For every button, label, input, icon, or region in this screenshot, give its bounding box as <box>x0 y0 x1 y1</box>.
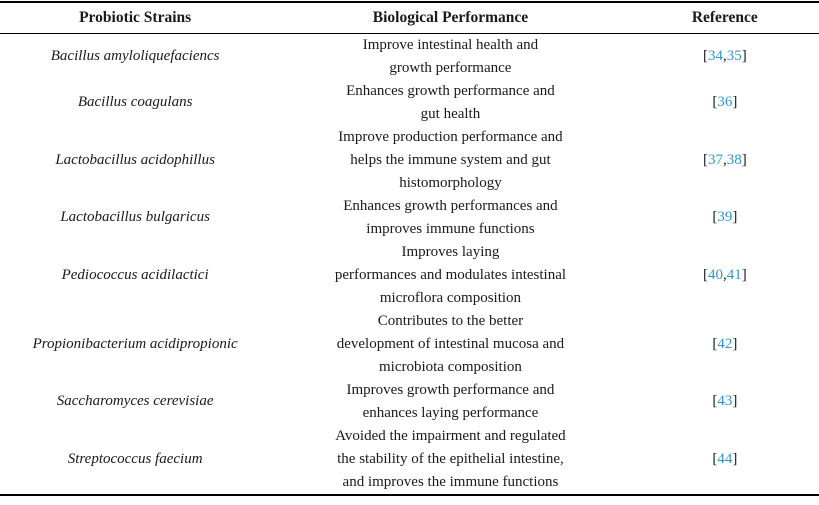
table-row: Bacillus amyloliquefaciencs Improve intes… <box>0 33 819 80</box>
table-row: Lactobacillus bulgaricus Enhances growth … <box>0 195 819 241</box>
reference-link[interactable]: 43 <box>717 393 733 409</box>
reference-cell: [42] <box>631 310 819 379</box>
citation-bracket-close: ] <box>732 450 738 467</box>
reference-cell: [36] <box>631 80 819 126</box>
table-row: Streptococcus faecium Avoided the impairm… <box>0 425 819 495</box>
reference-link[interactable]: 38 <box>726 151 742 168</box>
citation-bracket-open: [ <box>712 209 718 225</box>
strain-name: Bacillus coagulans <box>77 94 193 110</box>
table-row: Pediococcus acidilactici Improves laying … <box>0 241 819 310</box>
column-header-biological-performance: Biological Performance <box>270 2 631 34</box>
reference-link[interactable]: 41 <box>726 266 742 283</box>
reference-cell: [34,35] <box>631 33 819 80</box>
strain-name: Saccharomyces cerevisiae <box>56 393 214 409</box>
citation-comma: , <box>722 266 727 283</box>
table-row: Lactobacillus acidophillus Improve produc… <box>0 126 819 195</box>
citation-comma: , <box>722 151 727 168</box>
strain-cell: Streptococcus faecium <box>0 425 270 495</box>
citation-comma: , <box>722 48 727 64</box>
reference-cell: [40,41] <box>631 241 819 310</box>
reference-link[interactable]: 42 <box>717 335 733 352</box>
reference-cell: [37,38] <box>631 126 819 195</box>
reference-link[interactable]: 35 <box>726 48 742 64</box>
performance-cell: Contributes to the better development of… <box>336 312 565 375</box>
strain-cell: Saccharomyces cerevisiae <box>0 379 270 425</box>
strain-name: Propionibacterium acidipropionic <box>32 335 238 352</box>
strain-cell: Bacillus coagulans <box>0 80 270 126</box>
column-header-reference: Reference <box>630 2 819 34</box>
column-header-probiotic-strains: Probiotic Strains <box>0 2 271 34</box>
reference-cell: [43] <box>631 379 819 425</box>
strain-cell: Bacillus amyloliquefaciencs <box>0 33 270 80</box>
performance-cell: Improve production performance and helps… <box>338 128 563 191</box>
citation-bracket-open: [ <box>712 335 718 352</box>
performance-cell: Enhances growth performance and gut heal… <box>346 82 555 122</box>
table-row: Propionibacterium acidipropionic Contribu… <box>0 310 819 379</box>
strain-cell: Propionibacterium acidipropionic <box>0 310 270 379</box>
citation-bracket-open: [ <box>712 393 718 409</box>
strain-name: Bacillus amyloliquefaciencs <box>50 48 220 64</box>
performance-cell: Improves growth performance and enhances… <box>346 381 555 421</box>
reference-cell: [44] <box>631 425 819 495</box>
strain-name: Pediococcus acidilactici <box>61 266 209 283</box>
table-row: Saccharomyces cerevisiae Improves growth … <box>0 379 819 425</box>
citation-bracket-open: [ <box>702 266 708 283</box>
performance-cell: Improves laying performances and modulat… <box>334 243 567 306</box>
strain-name: Streptococcus faecium <box>67 450 203 467</box>
strain-cell: Pediococcus acidilactici <box>0 241 270 310</box>
reference-cell: [39] <box>631 195 819 241</box>
citation-bracket-close: ] <box>732 393 738 409</box>
citation-bracket-close: ] <box>741 48 747 64</box>
citation-bracket-close: ] <box>732 209 738 225</box>
table-header-row: Probiotic Strains Biological Performance… <box>0 2 819 34</box>
strain-name: Lactobacillus acidophillus <box>55 151 215 168</box>
reference-link[interactable]: 37 <box>707 151 723 168</box>
performance-cell: Enhances growth performances and improve… <box>343 197 558 237</box>
citation-bracket-close: ] <box>732 335 738 352</box>
strain-cell: Lactobacillus bulgaricus <box>0 195 270 241</box>
reference-link[interactable]: 40 <box>707 266 723 283</box>
citation-bracket-open: [ <box>702 151 708 168</box>
reference-link[interactable]: 36 <box>717 94 733 110</box>
citation-bracket-close: ] <box>732 94 738 110</box>
strain-cell: Lactobacillus acidophillus <box>0 126 270 195</box>
strain-name: Lactobacillus bulgaricus <box>60 209 210 225</box>
citation-bracket-open: [ <box>712 450 718 467</box>
citation-bracket-close: ] <box>741 266 747 283</box>
citation-bracket-close: ] <box>741 151 747 168</box>
reference-link[interactable]: 44 <box>717 450 733 467</box>
performance-cell: Avoided the impairment and regulated the… <box>335 427 566 490</box>
performance-cell: Improve intestinal health and growth per… <box>362 36 539 76</box>
citation-bracket-open: [ <box>702 48 708 64</box>
reference-link[interactable]: 34 <box>707 48 723 64</box>
table-body: Bacillus amyloliquefaciencs Improve intes… <box>0 33 819 495</box>
reference-link[interactable]: 39 <box>717 209 733 225</box>
table-row: Bacillus coagulans Enhances growth perfor… <box>0 80 819 126</box>
citation-bracket-open: [ <box>712 94 718 110</box>
